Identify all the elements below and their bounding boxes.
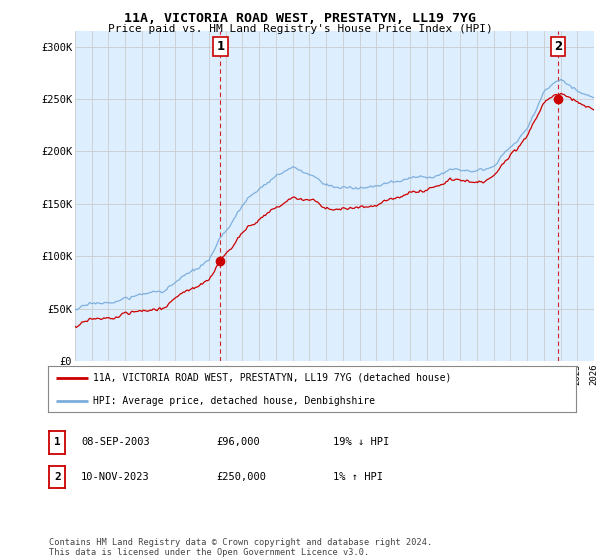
Text: 1% ↑ HPI: 1% ↑ HPI <box>333 472 383 482</box>
Text: 19% ↓ HPI: 19% ↓ HPI <box>333 437 389 447</box>
Text: 08-SEP-2003: 08-SEP-2003 <box>81 437 150 447</box>
Text: 11A, VICTORIA ROAD WEST, PRESTATYN, LL19 7YG: 11A, VICTORIA ROAD WEST, PRESTATYN, LL19… <box>124 12 476 25</box>
Text: Contains HM Land Registry data © Crown copyright and database right 2024.
This d: Contains HM Land Registry data © Crown c… <box>49 538 433 557</box>
Text: £96,000: £96,000 <box>216 437 260 447</box>
Text: 2: 2 <box>54 472 61 482</box>
Text: £250,000: £250,000 <box>216 472 266 482</box>
Text: 1: 1 <box>54 437 61 447</box>
Text: HPI: Average price, detached house, Denbighshire: HPI: Average price, detached house, Denb… <box>93 396 375 407</box>
Text: Price paid vs. HM Land Registry's House Price Index (HPI): Price paid vs. HM Land Registry's House … <box>107 24 493 34</box>
Text: 2: 2 <box>554 40 562 53</box>
Text: 1: 1 <box>217 40 224 53</box>
Text: 10-NOV-2023: 10-NOV-2023 <box>81 472 150 482</box>
Text: 11A, VICTORIA ROAD WEST, PRESTATYN, LL19 7YG (detached house): 11A, VICTORIA ROAD WEST, PRESTATYN, LL19… <box>93 372 451 382</box>
